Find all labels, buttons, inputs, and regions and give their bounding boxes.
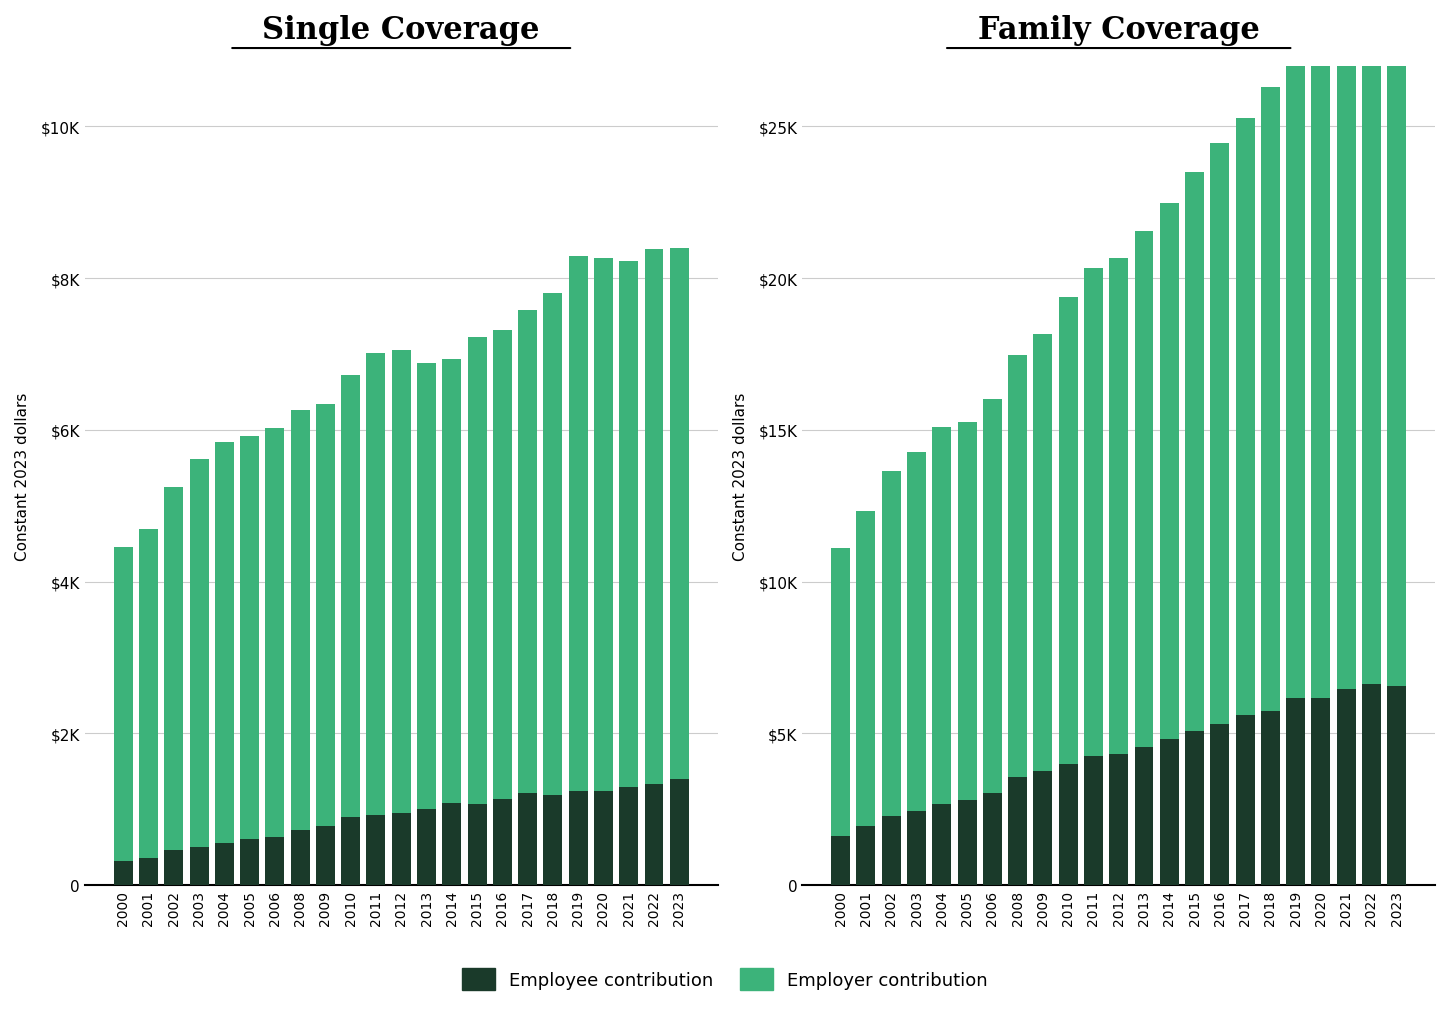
Bar xyxy=(594,791,613,886)
Bar xyxy=(442,359,461,804)
Bar xyxy=(1211,144,1230,725)
Bar xyxy=(1235,118,1254,715)
Bar xyxy=(1362,18,1380,683)
Bar xyxy=(1311,698,1331,886)
Bar xyxy=(1058,298,1077,764)
Bar xyxy=(1160,739,1179,886)
Bar xyxy=(1085,756,1103,886)
Bar xyxy=(908,811,927,886)
Bar xyxy=(1388,685,1406,886)
Bar xyxy=(290,830,310,886)
Bar xyxy=(908,452,927,811)
Bar xyxy=(367,353,386,816)
Bar xyxy=(831,548,850,836)
Bar xyxy=(983,794,1002,886)
Bar xyxy=(594,259,613,791)
Bar xyxy=(644,250,664,785)
Bar xyxy=(1034,771,1053,886)
Bar xyxy=(1262,88,1280,711)
Bar xyxy=(568,791,587,886)
Bar xyxy=(544,796,563,886)
Bar xyxy=(1286,699,1305,886)
Bar xyxy=(341,375,360,817)
Legend: Employee contribution, Employer contribution: Employee contribution, Employer contribu… xyxy=(455,960,995,997)
Bar xyxy=(1211,725,1230,886)
Bar xyxy=(831,836,850,886)
Bar xyxy=(1085,269,1103,756)
Bar xyxy=(1286,43,1305,699)
Bar xyxy=(1337,54,1356,688)
Bar xyxy=(983,399,1002,794)
Bar xyxy=(568,257,587,791)
Bar xyxy=(857,826,876,886)
Bar xyxy=(857,512,876,826)
Bar xyxy=(493,331,512,800)
Bar xyxy=(467,338,487,804)
Bar xyxy=(619,787,638,886)
Bar xyxy=(367,816,386,886)
Bar xyxy=(1008,356,1027,777)
Bar xyxy=(1362,683,1380,886)
Bar xyxy=(882,817,900,886)
Bar xyxy=(518,310,536,794)
Bar xyxy=(1337,688,1356,886)
Bar xyxy=(265,838,284,886)
Bar xyxy=(1008,777,1027,886)
Bar xyxy=(957,423,976,801)
Title: Family Coverage: Family Coverage xyxy=(977,15,1260,45)
Bar xyxy=(1134,232,1154,747)
Bar xyxy=(113,861,133,886)
Bar xyxy=(619,262,638,787)
Bar xyxy=(241,839,260,886)
Bar xyxy=(190,846,209,886)
Bar xyxy=(644,785,664,886)
Bar xyxy=(164,487,183,850)
Bar xyxy=(215,843,233,886)
Bar xyxy=(1160,203,1179,739)
Bar xyxy=(670,779,689,886)
Bar xyxy=(1311,31,1331,698)
Bar xyxy=(1262,711,1280,886)
Bar xyxy=(467,804,487,886)
Bar xyxy=(190,460,209,846)
Bar xyxy=(1109,754,1128,886)
Bar xyxy=(215,443,233,843)
Bar xyxy=(1235,715,1254,886)
Bar xyxy=(113,548,133,861)
Bar xyxy=(1058,764,1077,886)
Bar xyxy=(670,249,689,779)
Title: Single Coverage: Single Coverage xyxy=(262,15,539,45)
Bar xyxy=(341,817,360,886)
Bar xyxy=(932,805,951,886)
Bar xyxy=(241,437,260,839)
Bar xyxy=(392,351,410,813)
Bar xyxy=(1034,335,1053,771)
Bar xyxy=(442,804,461,886)
Bar xyxy=(882,471,900,817)
Bar xyxy=(1134,747,1154,886)
Bar xyxy=(418,363,436,810)
Bar xyxy=(265,429,284,838)
Bar xyxy=(1185,173,1203,731)
Bar xyxy=(290,410,310,830)
Bar xyxy=(1109,259,1128,754)
Bar xyxy=(1185,731,1203,886)
Bar xyxy=(316,826,335,886)
Bar xyxy=(392,813,410,886)
Bar xyxy=(493,800,512,886)
Bar xyxy=(139,529,158,858)
Bar xyxy=(518,794,536,886)
Bar xyxy=(544,293,563,796)
Bar xyxy=(957,801,976,886)
Bar xyxy=(139,858,158,886)
Y-axis label: Constant 2023 dollars: Constant 2023 dollars xyxy=(14,392,30,560)
Y-axis label: Constant 2023 dollars: Constant 2023 dollars xyxy=(732,392,748,560)
Bar xyxy=(932,428,951,805)
Bar xyxy=(164,850,183,886)
Bar xyxy=(418,810,436,886)
Bar xyxy=(1388,0,1406,685)
Bar xyxy=(316,404,335,826)
